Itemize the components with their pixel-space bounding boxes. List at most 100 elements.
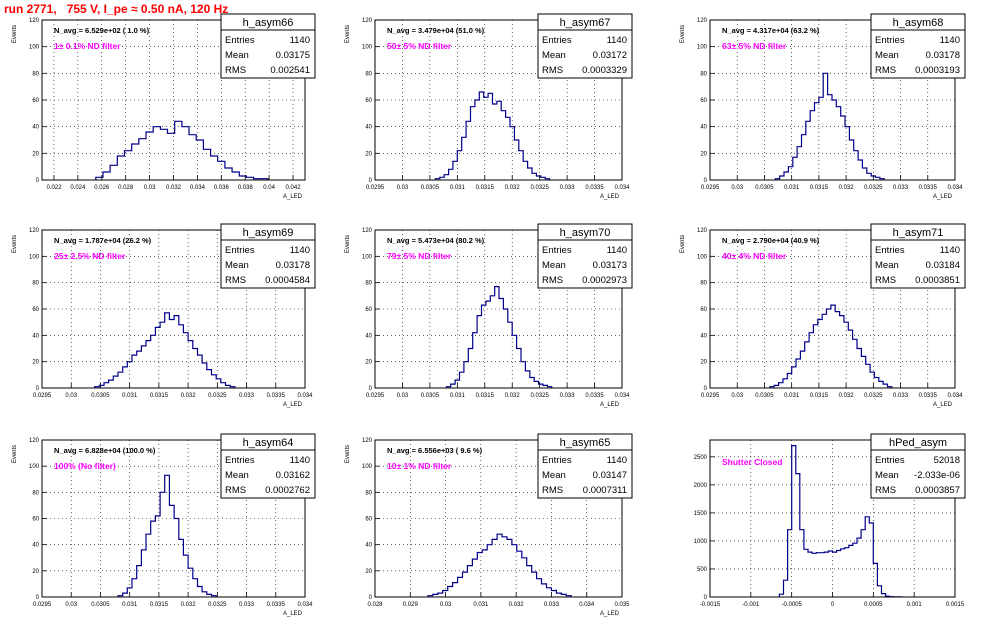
x-tick-label: 0.0335: [919, 393, 938, 399]
y-tick-label: 80: [365, 71, 372, 77]
y-tick-label: 80: [32, 490, 39, 496]
stats-label: Mean: [875, 470, 899, 481]
y-tick-label: 80: [32, 71, 39, 77]
y-tick-label: 100: [362, 254, 373, 260]
y-tick-label: 40: [365, 333, 372, 339]
x-tick-label: 0.031: [784, 393, 800, 399]
y-axis-label: Events: [12, 445, 18, 463]
stats-title: hPed_asym: [889, 437, 947, 449]
x-axis-label: A_LED: [283, 402, 303, 408]
y-tick-label: 40: [32, 333, 39, 339]
stats-label: RMS: [225, 485, 246, 496]
panel-h_asym69: 0.0295 0.03 0.0305 0.031 0.0315 0.032 0.0325 0.…: [12, 223, 316, 408]
stats-value: 0.0002762: [265, 485, 310, 496]
y-tick-label: 60: [365, 307, 372, 313]
stats-label: Entries: [875, 455, 905, 466]
y-tick-label: 60: [32, 307, 39, 313]
x-axis-label: A_LED: [600, 194, 620, 200]
y-tick-label: 80: [700, 71, 707, 77]
stats-value: 1140: [290, 35, 310, 46]
x-tick-label: 0.0305: [91, 602, 110, 608]
stats-title: h_asym67: [560, 17, 611, 29]
x-tick-label: 0.032: [839, 393, 855, 399]
x-tick-label: 0.03: [65, 602, 77, 608]
x-tick-label: 0.0305: [421, 185, 440, 191]
x-tick-label: 0.03: [731, 185, 743, 191]
histogram-line: [117, 474, 217, 597]
histogram-line: [94, 312, 236, 388]
x-tick-label: -0.001: [742, 602, 760, 608]
y-axis-label: Events: [345, 445, 351, 463]
y-tick-label: 100: [697, 254, 708, 260]
x-tick-label: 0.036: [214, 185, 230, 191]
y-tick-label: 100: [697, 45, 708, 51]
y-tick-label: 0: [36, 386, 40, 392]
n-avg-label: N_avg = 6.556e+03 ( 9.6 %): [387, 446, 483, 455]
stats-label: RMS: [875, 275, 896, 286]
y-tick-label: 60: [365, 517, 372, 523]
x-tick-label: 0.0315: [810, 393, 829, 399]
y-tick-label: 0: [704, 595, 708, 601]
stats-value: 0.0003857: [915, 485, 960, 496]
x-tick-label: 0.0295: [701, 185, 720, 191]
histogram-line: [774, 72, 885, 180]
y-tick-label: 120: [362, 18, 373, 24]
x-tick-label: 0.0005: [864, 602, 883, 608]
x-tick-label: 0.035: [614, 602, 630, 608]
x-tick-label: 0.0325: [530, 393, 549, 399]
x-tick-label: 0.0315: [810, 185, 829, 191]
x-tick-label: 0.0305: [421, 393, 440, 399]
histogram-line: [778, 445, 903, 598]
stats-value: 0.03178: [276, 260, 310, 271]
filter-label: Shutter Closed: [722, 457, 782, 467]
x-tick-label: 0.033: [544, 602, 560, 608]
y-tick-label: 60: [700, 98, 707, 104]
y-tick-label: 100: [29, 254, 40, 260]
x-tick-label: 0.034: [614, 185, 630, 191]
y-tick-label: 60: [365, 98, 372, 104]
stats-label: RMS: [875, 485, 896, 496]
filter-label: 50± 5% ND filter: [387, 41, 452, 51]
y-tick-label: 1500: [694, 511, 708, 517]
y-tick-label: 100: [29, 45, 40, 51]
y-tick-label: 40: [32, 543, 39, 549]
x-tick-label: 0.033: [893, 393, 909, 399]
x-tick-label: 0.033: [560, 393, 576, 399]
y-tick-label: 80: [365, 281, 372, 287]
stats-label: Mean: [875, 50, 899, 61]
x-tick-label: 0.0325: [530, 185, 549, 191]
x-tick-label: 0.032: [839, 185, 855, 191]
stats-box: [870, 223, 966, 289]
stats-label: Entries: [542, 455, 572, 466]
stats-label: Mean: [225, 260, 249, 271]
x-axis-label: A_LED: [283, 194, 303, 200]
x-tick-label: 0.034: [614, 393, 630, 399]
x-tick-label: 0.034: [190, 185, 206, 191]
y-tick-label: 20: [365, 569, 372, 575]
x-tick-label: 0.0295: [33, 602, 52, 608]
y-axis-label: Events: [12, 25, 18, 43]
y-tick-label: 120: [29, 438, 40, 444]
stats-label: RMS: [225, 65, 246, 76]
stats-box: [220, 13, 316, 79]
x-tick-label: -0.0005: [781, 602, 802, 608]
n-avg-label: N_avg = 6.529e+02 ( 1.0 %): [54, 26, 150, 35]
panel-h_asym66: 0.022 0.024 0.026 0.028 0.03 0.032 0.034 0.036 0…: [12, 13, 316, 200]
stats-value: -2.033e-06: [914, 470, 960, 481]
y-tick-label: 40: [365, 125, 372, 131]
stats-value: 0.03147: [593, 470, 627, 481]
x-tick-label: 0.034: [947, 185, 963, 191]
stats-value: 1140: [607, 245, 627, 256]
x-tick-label: 0.03: [397, 185, 409, 191]
y-tick-label: 80: [700, 281, 707, 287]
x-tick-label: 0.0295: [366, 393, 385, 399]
stats-value: 0.03184: [926, 260, 960, 271]
x-tick-label: 0.0295: [33, 393, 52, 399]
stats-box: [537, 433, 633, 499]
panel-h_asym68: 0.0295 0.03 0.0305 0.031 0.0315 0.032 0.0325 0.…: [680, 13, 966, 200]
y-axis-label: Events: [680, 235, 686, 253]
x-tick-label: 0.031: [473, 602, 489, 608]
filter-label: 1± 0.1% ND filter: [54, 41, 121, 51]
x-axis-label: A_LED: [933, 402, 953, 408]
